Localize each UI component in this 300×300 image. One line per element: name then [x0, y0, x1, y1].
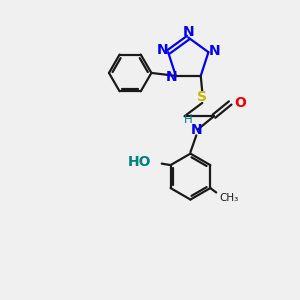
Text: N: N [182, 25, 194, 39]
Text: H: H [184, 113, 193, 126]
Text: N: N [166, 70, 177, 84]
Text: O: O [235, 96, 247, 110]
Text: N: N [156, 43, 168, 57]
Text: N: N [208, 44, 220, 58]
Text: N: N [190, 123, 202, 137]
Text: S: S [197, 90, 207, 104]
Text: CH₃: CH₃ [219, 194, 238, 203]
Text: HO: HO [128, 155, 152, 169]
